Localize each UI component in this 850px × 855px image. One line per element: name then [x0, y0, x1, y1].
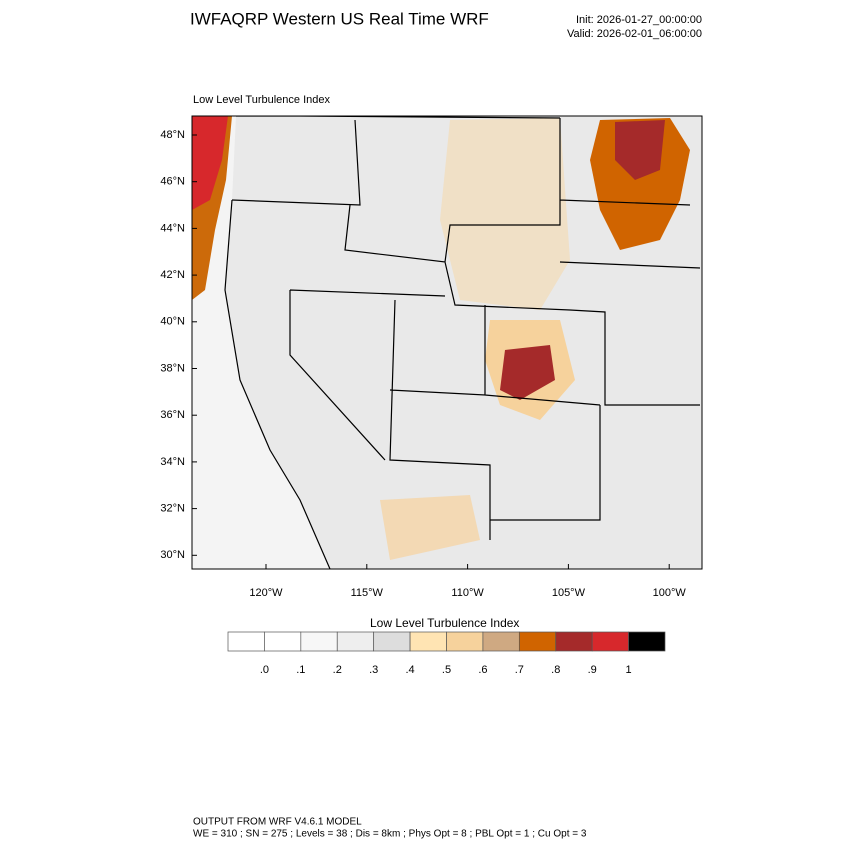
- colorbar-label: .6: [478, 664, 487, 676]
- lon-label: 120°W: [249, 587, 283, 599]
- colorbar-label: .0: [260, 664, 269, 676]
- colorbar-label: .4: [405, 664, 414, 676]
- state-borders: [224, 116, 701, 569]
- colorbar-label: .7: [515, 664, 524, 676]
- turb-arizona: [380, 495, 480, 560]
- turb-colorado-high: [500, 345, 555, 400]
- lat-label: 36°N: [160, 409, 185, 421]
- lat-label: 32°N: [160, 503, 185, 515]
- lat-label: 40°N: [160, 316, 185, 328]
- colorbar-label: .9: [588, 664, 597, 676]
- lat-label: 42°N: [160, 269, 185, 281]
- map-title: Low Level Turbulence Index: [193, 94, 330, 106]
- colorbar-label: .1: [296, 664, 305, 676]
- footer-line: WE = 310 ; SN = 275 ; Levels = 38 ; Dis …: [193, 829, 587, 840]
- colorbar-box: [518, 631, 557, 652]
- colorbar-title: Low Level Turbulence Index: [370, 616, 519, 630]
- colorbar-label: .5: [442, 664, 451, 676]
- colorbar-box: [227, 631, 265, 652]
- map: [191, 115, 703, 570]
- init-time: Init: 2026-01-27_00:00:00: [576, 14, 702, 26]
- colorbar-box: [482, 631, 520, 652]
- colorbar-box: [446, 631, 484, 652]
- colorbar-box: [555, 631, 593, 652]
- colorbar-label: 1: [626, 664, 632, 676]
- colorbar-box: [300, 631, 338, 652]
- turb-rockies: [440, 118, 570, 310]
- colorbar-box: [409, 631, 447, 652]
- lon-label: 115°W: [351, 587, 384, 599]
- lon-label: 105°W: [552, 587, 586, 599]
- turb-coast-high: [192, 116, 228, 210]
- lat-label: 34°N: [160, 456, 185, 468]
- lon-label: 110°W: [451, 587, 484, 599]
- lat-label: 30°N: [160, 549, 185, 561]
- colorbar-label: .8: [551, 664, 560, 676]
- valid-time: Valid: 2026-02-01_06:00:00: [567, 28, 702, 40]
- lat-label: 46°N: [160, 176, 185, 188]
- colorbar: .0 .1 .2 .3 .4 .5 .6 .7 .8 .9 1: [227, 631, 666, 676]
- map-frame: [191, 115, 703, 570]
- lat-label: 38°N: [160, 362, 185, 374]
- colorbar-box: [264, 631, 302, 652]
- colorbar-box: [628, 631, 666, 652]
- ocean: [192, 116, 330, 569]
- title: IWFAQRP Western US Real Time WRF: [190, 9, 489, 28]
- turb-dakotas-high: [615, 120, 665, 180]
- colorbar-box: [336, 631, 375, 652]
- lon-label: 100°W: [653, 587, 687, 599]
- colorbar-label: .3: [369, 664, 378, 676]
- footer-line: OUTPUT FROM WRF V4.6.1 MODEL: [193, 817, 362, 828]
- lat-label: 44°N: [160, 222, 185, 234]
- colorbar-box: [373, 631, 411, 652]
- lat-label: 48°N: [160, 129, 185, 141]
- colorbar-box: [591, 631, 629, 652]
- colorbar-label: .2: [333, 664, 342, 676]
